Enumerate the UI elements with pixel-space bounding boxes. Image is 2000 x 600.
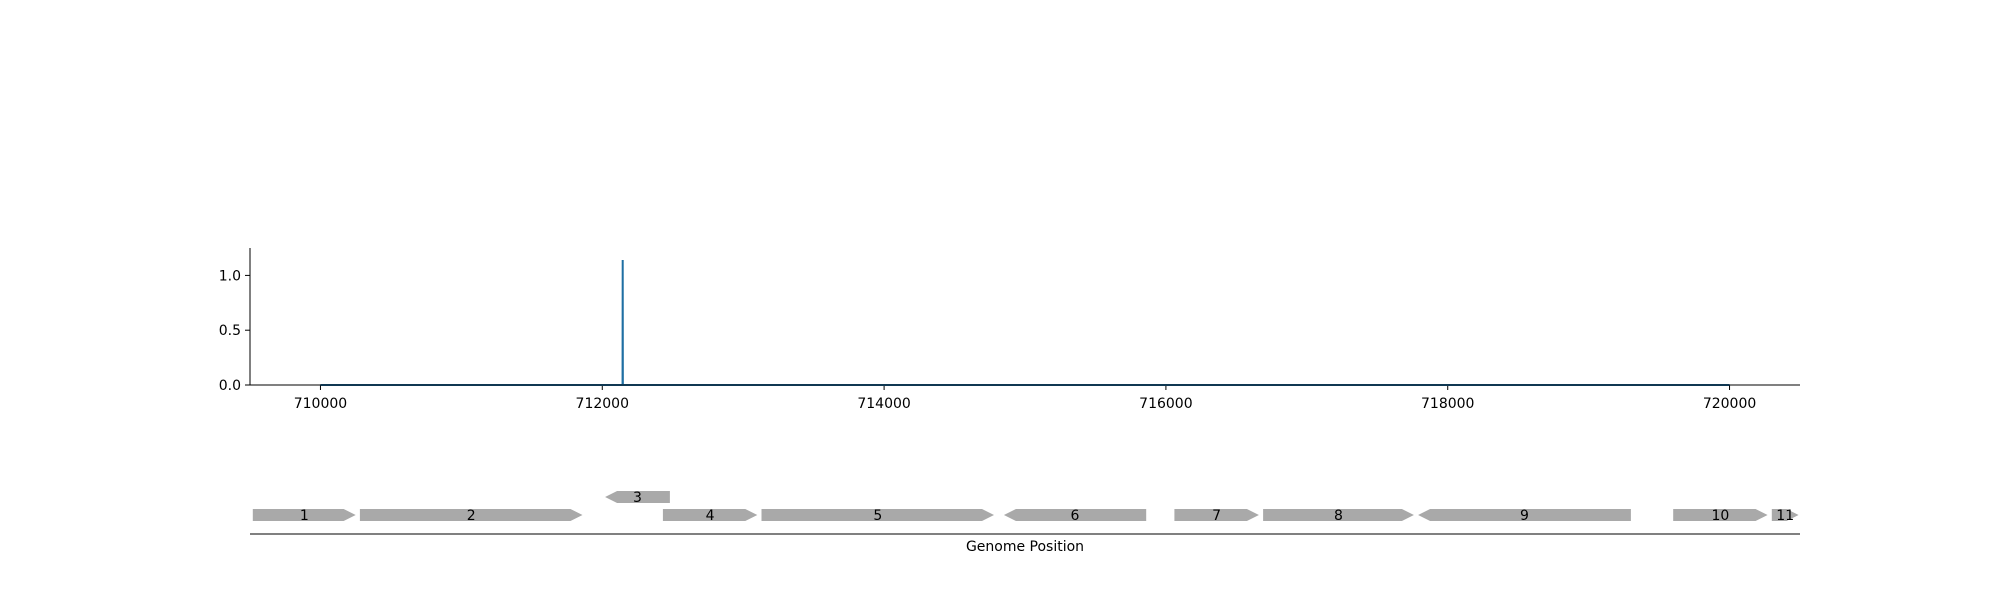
gene-label: 3 [633,490,642,506]
gene-label: 4 [706,508,715,524]
gene-arrow [1263,509,1414,521]
y-tick-label: 1.0 [219,268,241,284]
y-axis-ticks: 0.0 0.5 1.0 [219,268,250,394]
gene-feature: 7 [1174,508,1259,524]
gene-label: 5 [873,508,882,524]
gene-arrow [662,509,758,521]
gene-label: 9 [1520,508,1529,524]
gene-map-x-label: Genome Position [966,539,1084,555]
gene-feature: 5 [761,508,994,524]
gene-label: 1 [300,508,309,524]
gene-feature: 3 [605,490,670,506]
x-tick-label: 716000 [1139,396,1192,412]
gene-label: 10 [1711,508,1729,524]
gene-arrow [1673,509,1768,521]
gene-arrow [359,509,583,521]
gene-arrow [1174,509,1259,521]
coverage-series [320,260,1730,386]
gene-arrow [1771,509,1799,521]
x-tick-label: 712000 [576,396,629,412]
gene-arrow [761,509,994,521]
gene-feature: 9 [1418,508,1631,524]
gene-features: 1 2 3 4 5 6 7 8 9 10 11 [252,490,1799,524]
coverage-line [320,260,1730,386]
coverage-plot: 0.0 0.5 1.0 710000 712000 714000 716000 718000… [219,248,1800,412]
gene-feature: 2 [359,508,583,524]
gene-feature: 4 [662,508,758,524]
y-tick-label: 0.5 [219,323,241,339]
gene-feature: 6 [1003,508,1147,524]
gene-arrow [1003,509,1147,521]
gene-arrow [1418,509,1631,521]
gene-arrow [252,509,356,521]
x-tick-label: 710000 [294,396,347,412]
gene-feature: 10 [1673,508,1768,524]
gene-label: 7 [1212,508,1221,524]
gene-feature: 8 [1263,508,1414,524]
x-tick-label: 718000 [1421,396,1474,412]
gene-label: 11 [1776,508,1794,524]
y-tick-label: 0.0 [219,378,241,394]
gene-feature: 1 [252,508,356,524]
gene-feature: 11 [1771,508,1799,524]
x-axis-ticks: 710000 712000 714000 716000 718000 720000 [294,385,1756,412]
gene-arrow [605,491,670,503]
gene-label: 2 [467,508,476,524]
x-tick-label: 720000 [1703,396,1756,412]
x-tick-label: 714000 [857,396,910,412]
gene-label: 6 [1071,508,1080,524]
gene-label: 8 [1334,508,1343,524]
gene-map: 1 2 3 4 5 6 7 8 9 10 11 Genome Position [250,490,1800,555]
